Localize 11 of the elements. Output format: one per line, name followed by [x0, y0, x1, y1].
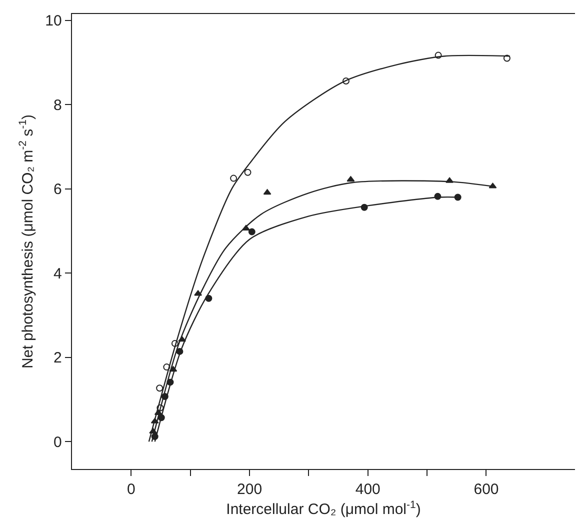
x-axis-title: Intercellular CO₂ (μmol mol$^{-1}$) — [226, 498, 421, 518]
x-tick-label: 400 — [355, 481, 380, 498]
y-tick-label: 6 — [53, 181, 62, 198]
x-tick-label: 0 — [127, 481, 136, 498]
x-tick-label: 600 — [474, 481, 499, 498]
y-tick-label: 2 — [53, 350, 62, 367]
y-tick-label: 4 — [53, 265, 62, 282]
x-tick-label: 200 — [237, 481, 262, 498]
y-tick-label: 8 — [53, 96, 62, 114]
y-tick-label: 10 — [45, 12, 62, 30]
y-tick-label: 0 — [53, 434, 62, 451]
